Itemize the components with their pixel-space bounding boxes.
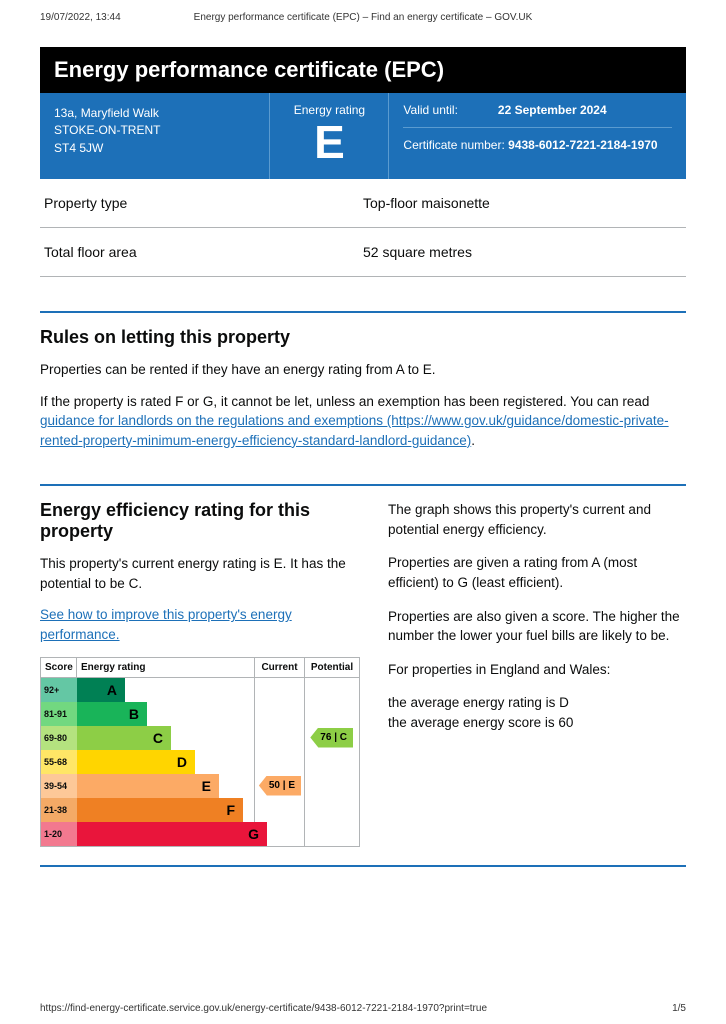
band-row-e: 39-54 E — [41, 774, 359, 798]
band-score: 1-20 — [41, 822, 77, 846]
chart-body: 92+ A 81-91 B 69-80 C 55-68 D 39-54 E 21-38 F 1-20 G 5… — [41, 678, 359, 846]
band-row-b: 81-91 B — [41, 702, 359, 726]
band-score: 55-68 — [41, 750, 77, 774]
band-bar: E — [77, 774, 219, 798]
efficiency-section: Energy efficiency rating for this proper… — [40, 500, 686, 846]
band-letter: C — [153, 730, 163, 746]
chart-header: Score Energy rating Current Potential — [41, 658, 359, 678]
cert-number-label: Certificate number: — [403, 138, 504, 152]
band-row-f: 21-38 F — [41, 798, 359, 822]
band-bar: C — [77, 726, 171, 750]
print-doc-title: Energy performance certificate (EPC) – F… — [0, 12, 726, 23]
band-bar: B — [77, 702, 147, 726]
rules-para-1: Properties can be rented if they have an… — [40, 360, 686, 380]
band-bar: D — [77, 750, 195, 774]
page-title: Energy performance certificate (EPC) — [40, 47, 686, 93]
address-line-1: 13a, Maryfield Walk — [54, 105, 255, 122]
energy-rating-chart: Score Energy rating Current Potential 92… — [40, 657, 360, 847]
efficiency-right-p2: Properties are given a rating from A (mo… — [388, 553, 686, 592]
efficiency-right-p1: The graph shows this property's current … — [388, 500, 686, 539]
footer-url: https://find-energy-certificate.service.… — [40, 1003, 487, 1014]
address-column: 13a, Maryfield Walk STOKE-ON-TRENT ST4 5… — [40, 93, 269, 179]
band-letter: G — [248, 826, 259, 842]
cert-number-value: 9438-6012-7221-2184-1970 — [508, 138, 657, 152]
rules-para-2b: . — [471, 433, 475, 448]
efficiency-right-p5: the average energy rating is D the avera… — [388, 693, 686, 732]
chart-head-score: Score — [41, 658, 77, 677]
avg-score-line: the average energy score is 60 — [388, 715, 573, 730]
energy-rating-column: Energy rating E — [269, 93, 389, 179]
rules-para-2a: If the property is rated F or G, it cann… — [40, 394, 649, 409]
band-score: 69-80 — [41, 726, 77, 750]
property-type-row: Property type Top-floor maisonette — [40, 179, 686, 228]
property-type-value: Top-floor maisonette — [363, 195, 682, 211]
avg-rating-line: the average energy rating is D — [388, 695, 569, 710]
section-divider — [40, 865, 686, 867]
band-bar: F — [77, 798, 243, 822]
section-divider — [40, 311, 686, 313]
band-letter: A — [107, 682, 117, 698]
chart-head-potential: Potential — [305, 658, 359, 677]
floor-area-row: Total floor area 52 square metres — [40, 228, 686, 277]
energy-rating-label: Energy rating — [276, 103, 382, 117]
band-bar: G — [77, 822, 267, 846]
band-letter: B — [129, 706, 139, 722]
address-postcode: ST4 5JW — [54, 140, 255, 157]
valid-until-value: 22 September 2024 — [498, 103, 607, 117]
band-row-g: 1-20 G — [41, 822, 359, 846]
band-letter: D — [177, 754, 187, 770]
efficiency-left-column: Energy efficiency rating for this proper… — [40, 500, 360, 846]
potential-rating-marker: 76 | C — [310, 728, 353, 748]
address-line-2: STOKE-ON-TRENT — [54, 122, 255, 139]
summary-box: 13a, Maryfield Walk STOKE-ON-TRENT ST4 5… — [40, 93, 686, 179]
validity-column: Valid until: 22 September 2024 Certifica… — [389, 93, 686, 179]
band-score: 39-54 — [41, 774, 77, 798]
content: Energy performance certificate (EPC) 13a… — [0, 27, 726, 867]
improve-performance-link[interactable]: See how to improve this property's energ… — [40, 607, 292, 642]
band-row-a: 92+ A — [41, 678, 359, 702]
band-score: 92+ — [41, 678, 77, 702]
band-letter: F — [226, 802, 235, 818]
page-print-footer: https://find-energy-certificate.service.… — [40, 1003, 686, 1014]
band-score: 21-38 — [41, 798, 77, 822]
page-print-header: 19/07/2022, 13:44 Energy performance cer… — [0, 0, 726, 27]
efficiency-right-p4: For properties in England and Wales: — [388, 660, 686, 680]
chart-head-rating: Energy rating — [77, 658, 255, 677]
energy-rating-letter: E — [276, 119, 382, 165]
efficiency-heading: Energy efficiency rating for this proper… — [40, 500, 360, 542]
landlord-guidance-link[interactable]: guidance for landlords on the regulation… — [40, 413, 669, 448]
floor-area-value: 52 square metres — [363, 244, 682, 260]
band-row-d: 55-68 D — [41, 750, 359, 774]
section-divider — [40, 484, 686, 486]
current-rating-marker: 50 | E — [259, 776, 301, 796]
property-type-label: Property type — [44, 195, 363, 211]
rules-para-2: If the property is rated F or G, it cann… — [40, 392, 686, 451]
efficiency-para-1: This property's current energy rating is… — [40, 554, 360, 593]
floor-area-label: Total floor area — [44, 244, 363, 260]
band-score: 81-91 — [41, 702, 77, 726]
chart-head-current: Current — [255, 658, 305, 677]
band-bar: A — [77, 678, 125, 702]
band-letter: E — [202, 778, 211, 794]
efficiency-right-p3: Properties are also given a score. The h… — [388, 607, 686, 646]
valid-until-label: Valid until: — [403, 103, 457, 117]
footer-page: 1/5 — [672, 1003, 686, 1014]
rules-heading: Rules on letting this property — [40, 327, 686, 348]
efficiency-right-column: The graph shows this property's current … — [388, 500, 686, 846]
